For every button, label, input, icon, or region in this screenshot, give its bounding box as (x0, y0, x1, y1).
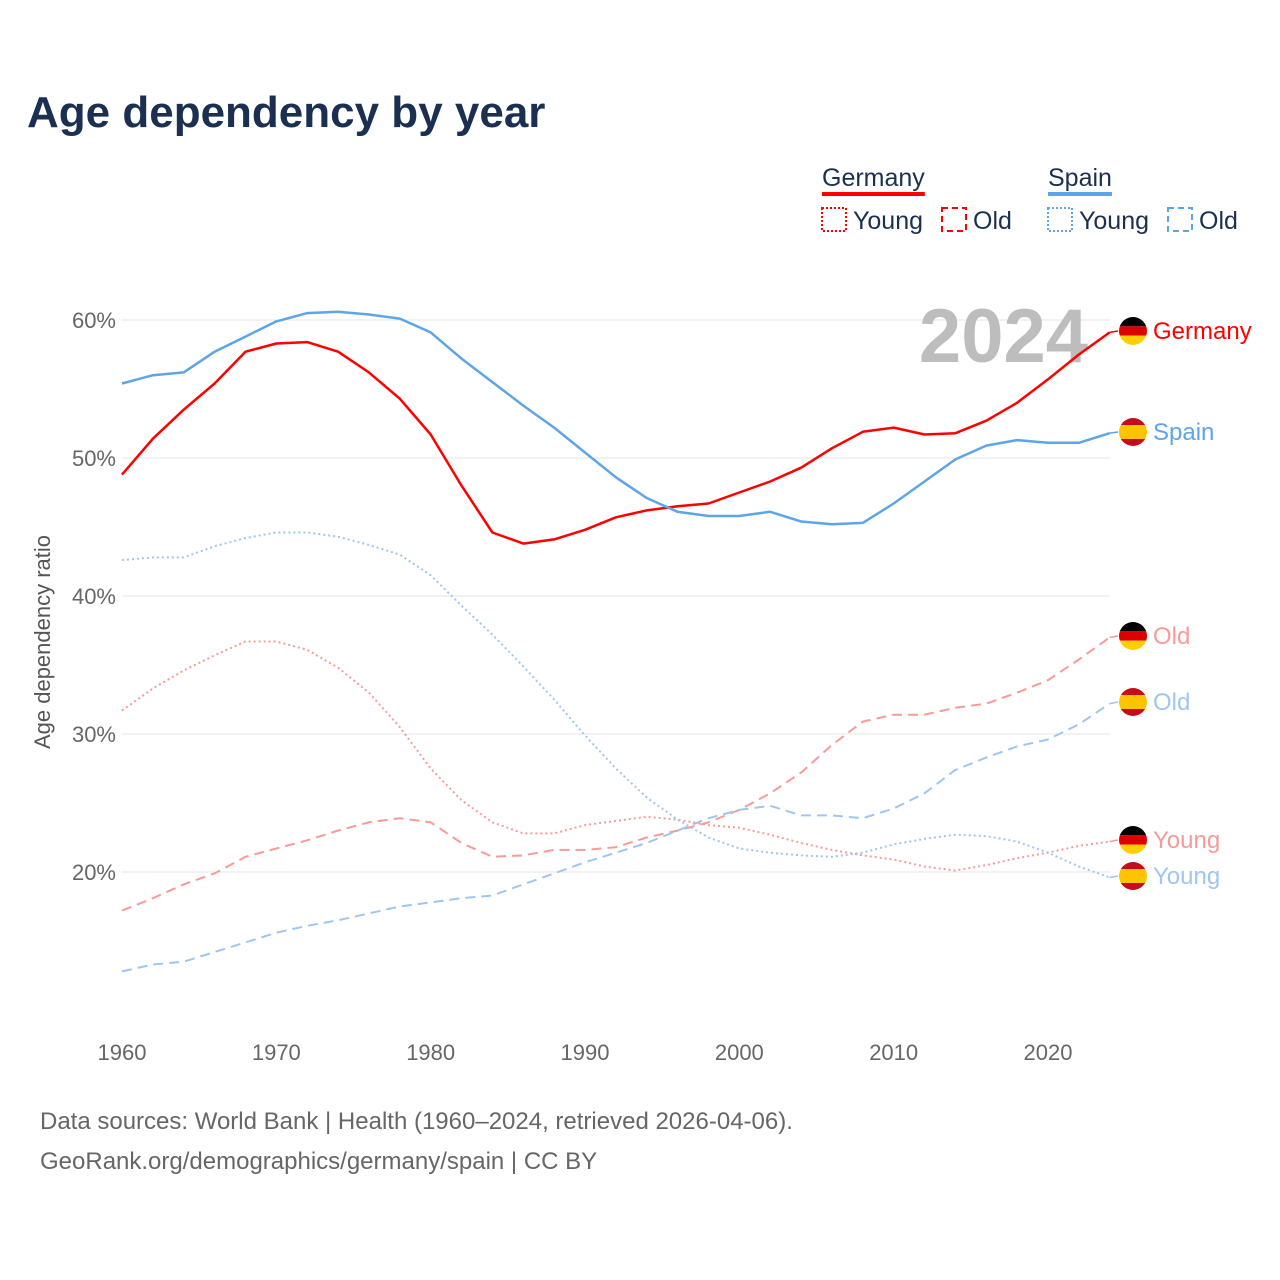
label-leader (1109, 701, 1119, 705)
spain-flag-icon (1119, 862, 1147, 890)
legend-group-germany: Germany (822, 164, 925, 192)
flag-stripe (1119, 688, 1147, 695)
label-leader (1109, 839, 1119, 843)
germany-flag-icon (1119, 826, 1147, 854)
y-axis-label: Age dependency ratio (30, 535, 55, 749)
flag-stripe (1119, 622, 1147, 632)
flag-stripe (1119, 335, 1147, 345)
series-end-label: Young (1153, 863, 1220, 890)
legend-dotted-swatch (1047, 207, 1073, 232)
legend-young-label: Young (1079, 207, 1149, 235)
y-tick-label: 60% (72, 308, 116, 333)
germany-flag-icon (1119, 317, 1147, 345)
legend-dotted-swatch (821, 207, 847, 232)
flag-stripe (1119, 631, 1147, 641)
spain-flag-icon (1119, 688, 1147, 716)
label-leader (1109, 330, 1119, 334)
series-end-label: Germany (1153, 318, 1252, 345)
x-tick-label: 2000 (715, 1040, 764, 1065)
spain-flag-icon (1119, 418, 1147, 446)
year-watermark: 2024 (919, 294, 1088, 379)
series-line-germany-young (121, 640, 1110, 872)
series-end-label: Spain (1153, 419, 1214, 446)
series-end-label: Young (1153, 827, 1220, 854)
legend-old-label: Old (973, 207, 1012, 235)
series-line-spain (121, 310, 1111, 526)
legend-old-label: Old (1199, 207, 1238, 235)
series-end-label: Old (1153, 623, 1190, 650)
flag-stripe (1119, 640, 1147, 650)
x-tick-label: 1980 (406, 1040, 455, 1065)
flag-stripe (1119, 835, 1147, 845)
series-line-germany (121, 331, 1111, 545)
label-leader (1109, 431, 1119, 434)
x-tick-label: 2010 (869, 1040, 918, 1065)
series-line-spain-old (121, 702, 1111, 973)
legend-dashed-swatch (941, 207, 967, 232)
legend-group-spain: Spain (1048, 164, 1112, 192)
legend-solid-swatch (822, 192, 925, 196)
footer-source: Data sources: World Bank | Health (1960–… (40, 1108, 793, 1135)
y-tick-label: 30% (72, 722, 116, 747)
label-leader (1109, 635, 1119, 639)
flag-stripe (1119, 326, 1147, 336)
legend-young-label: Young (853, 207, 923, 235)
legend-dashed-swatch (1167, 207, 1193, 232)
y-tick-label: 40% (72, 584, 116, 609)
x-tick-label: 1970 (252, 1040, 301, 1065)
y-tick-label: 50% (72, 446, 116, 471)
germany-flag-icon (1119, 622, 1147, 650)
series-end-label: Old (1153, 689, 1190, 716)
flag-stripe (1119, 425, 1147, 439)
x-tick-label: 2020 (1024, 1040, 1073, 1065)
flag-stripe (1119, 869, 1147, 883)
series-line-spain-young (121, 531, 1111, 879)
chart-title: Age dependency by year (27, 88, 546, 137)
flag-stripe (1119, 418, 1147, 425)
label-leader (1109, 875, 1119, 879)
x-tick-label: 1960 (98, 1040, 147, 1065)
flag-stripe (1119, 439, 1147, 446)
x-tick-label: 1990 (561, 1040, 610, 1065)
legend-solid-swatch (1048, 192, 1112, 196)
series-line-germany-old (121, 636, 1111, 912)
y-tick-label: 20% (72, 860, 116, 885)
flag-stripe (1119, 883, 1147, 890)
flag-stripe (1119, 844, 1147, 854)
flag-stripe (1119, 317, 1147, 327)
flag-stripe (1119, 862, 1147, 869)
flag-stripe (1119, 695, 1147, 709)
flag-stripe (1119, 709, 1147, 716)
footer-attribution: GeoRank.org/demographics/germany/spain |… (40, 1148, 598, 1175)
flag-stripe (1119, 826, 1147, 836)
